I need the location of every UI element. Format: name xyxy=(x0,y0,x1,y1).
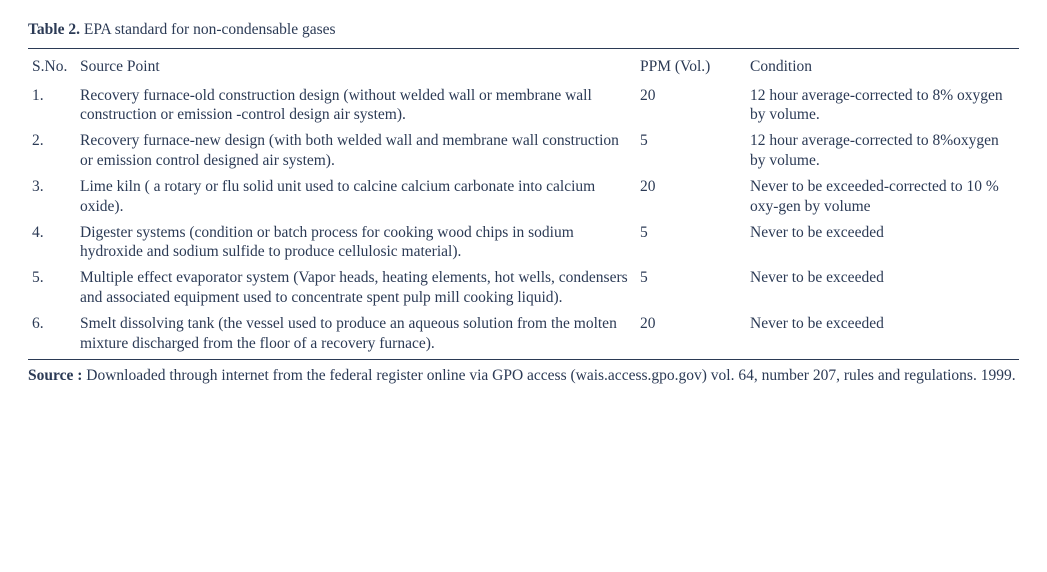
epa-standards-table: S.No. Source Point PPM (Vol.) Condition … xyxy=(28,55,1019,357)
table-caption-text: EPA standard for non-condensable gases xyxy=(84,21,336,38)
cell-sno: 5. xyxy=(28,265,76,311)
cell-ppm: 5 xyxy=(636,220,746,266)
cell-ppm: 20 xyxy=(636,83,746,129)
bottom-rule xyxy=(28,359,1019,360)
cell-ppm: 5 xyxy=(636,265,746,311)
cell-sno: 1. xyxy=(28,83,76,129)
col-header-sno: S.No. xyxy=(28,55,76,83)
cell-ppm: 20 xyxy=(636,311,746,357)
table-caption-label: Table 2. xyxy=(28,21,80,38)
cell-source: Multiple effect evaporator system (Vapor… xyxy=(76,265,636,311)
cell-condition: Never to be exceeded xyxy=(746,220,1019,266)
col-header-condition: Condition xyxy=(746,55,1019,83)
table-header-row: S.No. Source Point PPM (Vol.) Condition xyxy=(28,55,1019,83)
cell-condition: Never to be exceeded-corrected to 10 % o… xyxy=(746,174,1019,220)
cell-ppm: 5 xyxy=(636,128,746,174)
table-row: 5.Multiple effect evaporator system (Vap… xyxy=(28,265,1019,311)
source-note: Source : Downloaded through internet fro… xyxy=(28,366,1019,386)
cell-source: Recovery furnace-new design (with both w… xyxy=(76,128,636,174)
cell-sno: 6. xyxy=(28,311,76,357)
cell-source: Lime kiln ( a rotary or flu solid unit u… xyxy=(76,174,636,220)
col-header-ppm: PPM (Vol.) xyxy=(636,55,746,83)
cell-condition: 12 hour average-corrected to 8%oxygen by… xyxy=(746,128,1019,174)
cell-sno: 2. xyxy=(28,128,76,174)
table-caption: Table 2. EPA standard for non-condensabl… xyxy=(28,20,1019,40)
cell-source: Digester systems (condition or batch pro… xyxy=(76,220,636,266)
table-row: 3.Lime kiln ( a rotary or flu solid unit… xyxy=(28,174,1019,220)
cell-sno: 3. xyxy=(28,174,76,220)
cell-condition: 12 hour average-corrected to 8% oxygen b… xyxy=(746,83,1019,129)
top-rule xyxy=(28,48,1019,49)
col-header-source: Source Point xyxy=(76,55,636,83)
table-row: 6.Smelt dissolving tank (the vessel used… xyxy=(28,311,1019,357)
table-row: 1.Recovery furnace-old construction desi… xyxy=(28,83,1019,129)
cell-condition: Never to be exceeded xyxy=(746,311,1019,357)
source-text: Downloaded through internet from the fed… xyxy=(86,367,1015,384)
cell-source: Recovery furnace-old construction design… xyxy=(76,83,636,129)
cell-sno: 4. xyxy=(28,220,76,266)
source-label: Source : xyxy=(28,367,82,384)
cell-condition: Never to be exceeded xyxy=(746,265,1019,311)
cell-source: Smelt dissolving tank (the vessel used t… xyxy=(76,311,636,357)
table-row: 4.Digester systems (condition or batch p… xyxy=(28,220,1019,266)
table-row: 2.Recovery furnace-new design (with both… xyxy=(28,128,1019,174)
cell-ppm: 20 xyxy=(636,174,746,220)
